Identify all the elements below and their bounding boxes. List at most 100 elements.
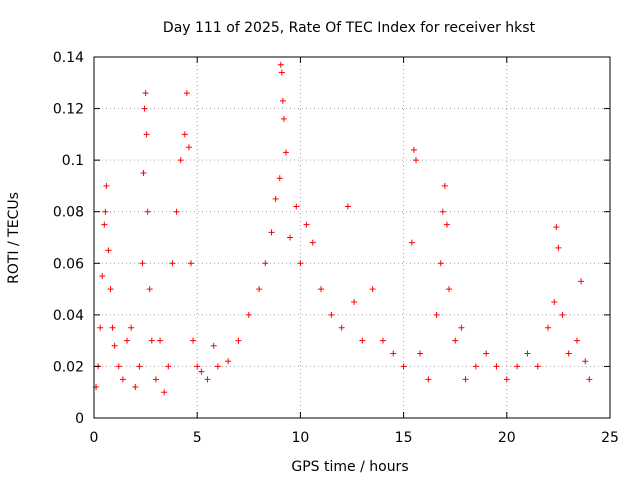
data-point — [534, 363, 541, 370]
data-point — [555, 244, 562, 251]
x-tick-label: 10 — [291, 430, 309, 446]
y-tick-label: 0.12 — [53, 102, 84, 118]
y-axis-label: ROTI / TECUs — [6, 192, 22, 284]
data-point — [369, 286, 376, 293]
data-point — [437, 260, 444, 267]
data-point — [140, 170, 147, 177]
data-point — [165, 363, 172, 370]
data-point — [351, 298, 358, 305]
x-tick-label: 20 — [498, 430, 516, 446]
data-point — [503, 376, 510, 383]
data-point — [309, 239, 316, 246]
data-point — [338, 324, 345, 331]
data-point — [173, 208, 180, 215]
data-point — [433, 311, 440, 318]
data-point — [139, 260, 146, 267]
data-point — [483, 350, 490, 357]
data-points — [93, 61, 593, 396]
data-point — [328, 311, 335, 318]
data-point — [318, 286, 325, 293]
data-point — [344, 203, 351, 210]
data-point — [103, 182, 110, 189]
x-tick-label: 0 — [90, 430, 99, 446]
data-point — [141, 105, 148, 112]
data-point — [582, 358, 589, 365]
data-point — [278, 69, 285, 76]
data-point — [111, 342, 118, 349]
data-point — [102, 208, 109, 215]
data-point — [279, 97, 286, 104]
data-point — [586, 376, 593, 383]
data-point — [146, 286, 153, 293]
data-point — [458, 324, 465, 331]
data-point — [443, 221, 450, 228]
data-point — [303, 221, 310, 228]
data-point — [297, 260, 304, 267]
data-point — [181, 131, 188, 138]
data-point — [545, 324, 552, 331]
data-point — [142, 90, 149, 97]
data-point — [268, 229, 275, 236]
data-point — [143, 131, 150, 138]
data-point — [190, 337, 197, 344]
data-point — [204, 376, 211, 383]
data-point — [109, 324, 116, 331]
data-point — [198, 368, 205, 375]
y-tick-label: 0.08 — [53, 205, 84, 221]
data-point — [152, 376, 159, 383]
data-point — [408, 239, 415, 246]
data-point — [101, 221, 108, 228]
data-point — [493, 363, 500, 370]
data-point — [214, 363, 221, 370]
data-point — [524, 350, 531, 357]
x-tick-label: 15 — [395, 430, 413, 446]
data-point — [177, 157, 184, 164]
data-point — [148, 337, 155, 344]
data-point — [124, 337, 131, 344]
grid-lines — [94, 57, 610, 418]
data-point — [410, 146, 417, 153]
plot-frame — [93, 56, 611, 419]
data-point — [128, 324, 135, 331]
data-point — [277, 61, 284, 68]
x-tick-label: 25 — [601, 430, 619, 446]
x-tick-label: 5 — [193, 430, 202, 446]
y-tick-label: 0.02 — [53, 359, 84, 375]
data-point — [472, 363, 479, 370]
data-point — [115, 363, 122, 370]
data-point — [359, 337, 366, 344]
data-point — [578, 278, 585, 285]
data-point — [245, 311, 252, 318]
data-point — [157, 337, 164, 344]
data-point — [514, 363, 521, 370]
data-point — [280, 115, 287, 122]
y-tick-label: 0.06 — [53, 256, 84, 272]
y-tick-label: 0.1 — [62, 153, 84, 169]
data-point — [425, 376, 432, 383]
data-point — [439, 208, 446, 215]
data-point — [293, 203, 300, 210]
data-point — [183, 90, 190, 97]
data-point — [107, 286, 114, 293]
y-tick-label: 0.04 — [53, 308, 84, 324]
data-point — [194, 363, 201, 370]
data-point — [417, 350, 424, 357]
data-point — [559, 311, 566, 318]
data-point — [276, 175, 283, 182]
data-point — [400, 363, 407, 370]
data-point — [446, 286, 453, 293]
chart-title: Day 111 of 2025, Rate Of TEC Index for r… — [163, 20, 536, 36]
data-point — [287, 234, 294, 241]
x-axis-label: GPS time / hours — [291, 459, 408, 475]
data-point — [390, 350, 397, 357]
data-point — [272, 195, 279, 202]
data-point — [225, 358, 232, 365]
x-axis-ticks: 0 5 10 15 20 25 — [90, 57, 619, 446]
data-point — [565, 350, 572, 357]
data-point — [161, 389, 168, 396]
data-point — [573, 337, 580, 344]
data-point — [185, 144, 192, 151]
data-point — [262, 260, 269, 267]
